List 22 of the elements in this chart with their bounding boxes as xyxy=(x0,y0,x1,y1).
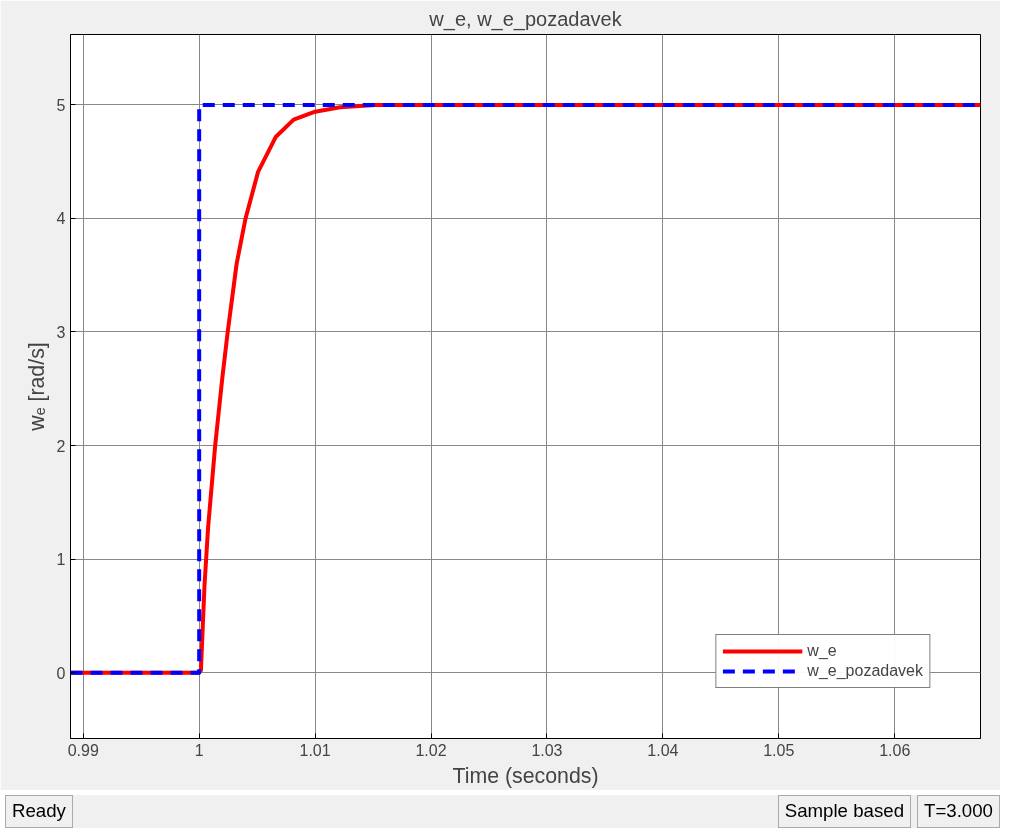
x-tick-label: 1.04 xyxy=(647,741,679,759)
text: Ready xyxy=(5,795,73,828)
x-tick-label: 1.05 xyxy=(763,741,795,759)
y-tick-label: 2 xyxy=(56,437,66,455)
x-tick-label: 0.99 xyxy=(67,741,99,759)
legend-label: w_e_pozadavek xyxy=(807,662,923,680)
y-tick-label: 0 xyxy=(56,664,66,682)
y-tick-label: 1 xyxy=(56,551,66,569)
x-axis-title: Time (seconds) xyxy=(452,763,599,788)
legend-label: w_e xyxy=(807,642,837,660)
x-tick-label: 1 xyxy=(194,741,204,759)
chart-title: w_e, w_e_pozadavek xyxy=(428,7,623,31)
x-tick-label: 1.03 xyxy=(531,741,563,759)
x-tick-label: 1.06 xyxy=(879,741,911,759)
y-tick-label: 4 xyxy=(56,210,66,228)
x-tick-label: 1.01 xyxy=(299,741,331,759)
text: T=3.000 xyxy=(917,795,1000,828)
y-tick-label: 5 xyxy=(56,96,66,114)
x-tick-label: 1.02 xyxy=(415,741,447,759)
y-axis-title: wₑ [rad/s] xyxy=(24,342,49,432)
text: Sample based xyxy=(777,795,912,828)
y-tick-label: 3 xyxy=(56,324,66,341)
